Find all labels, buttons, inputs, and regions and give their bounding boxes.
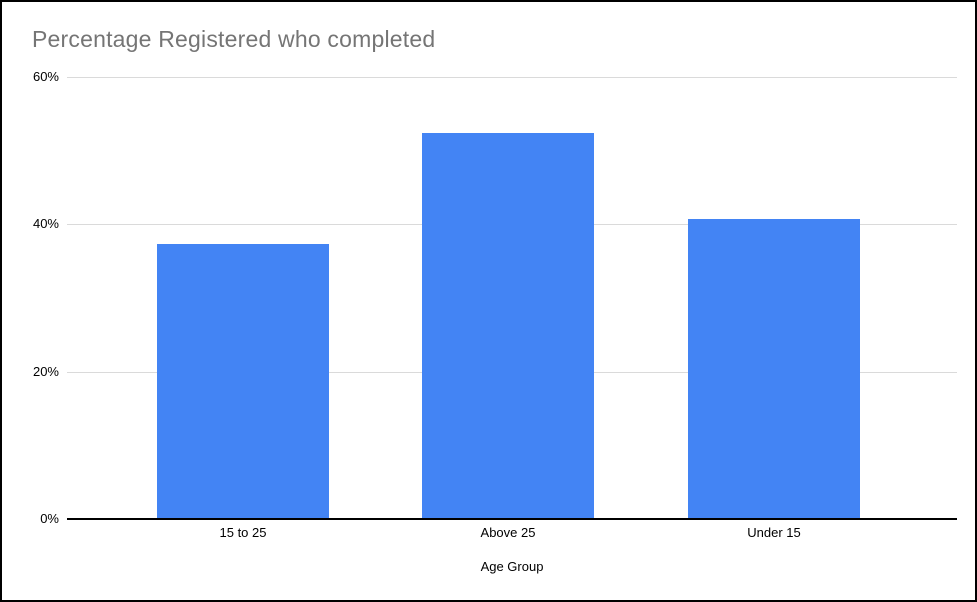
y-tick-label: 40% xyxy=(32,216,59,232)
y-tick-label: 0% xyxy=(40,511,59,526)
bar xyxy=(422,132,594,518)
y-tick-label: 60% xyxy=(32,69,59,84)
category-label: 15 to 25 xyxy=(219,525,267,540)
bar xyxy=(157,244,329,518)
x-axis-line xyxy=(67,518,957,520)
y-gridline xyxy=(67,77,957,78)
x-axis-title: Age Group xyxy=(480,559,544,574)
bar xyxy=(688,219,860,518)
chart-title: Percentage Registered who completed xyxy=(32,26,436,52)
y-tick-label: 20% xyxy=(32,363,59,379)
category-label: Under 15 xyxy=(747,525,801,540)
category-label: Above 25 xyxy=(480,525,536,540)
